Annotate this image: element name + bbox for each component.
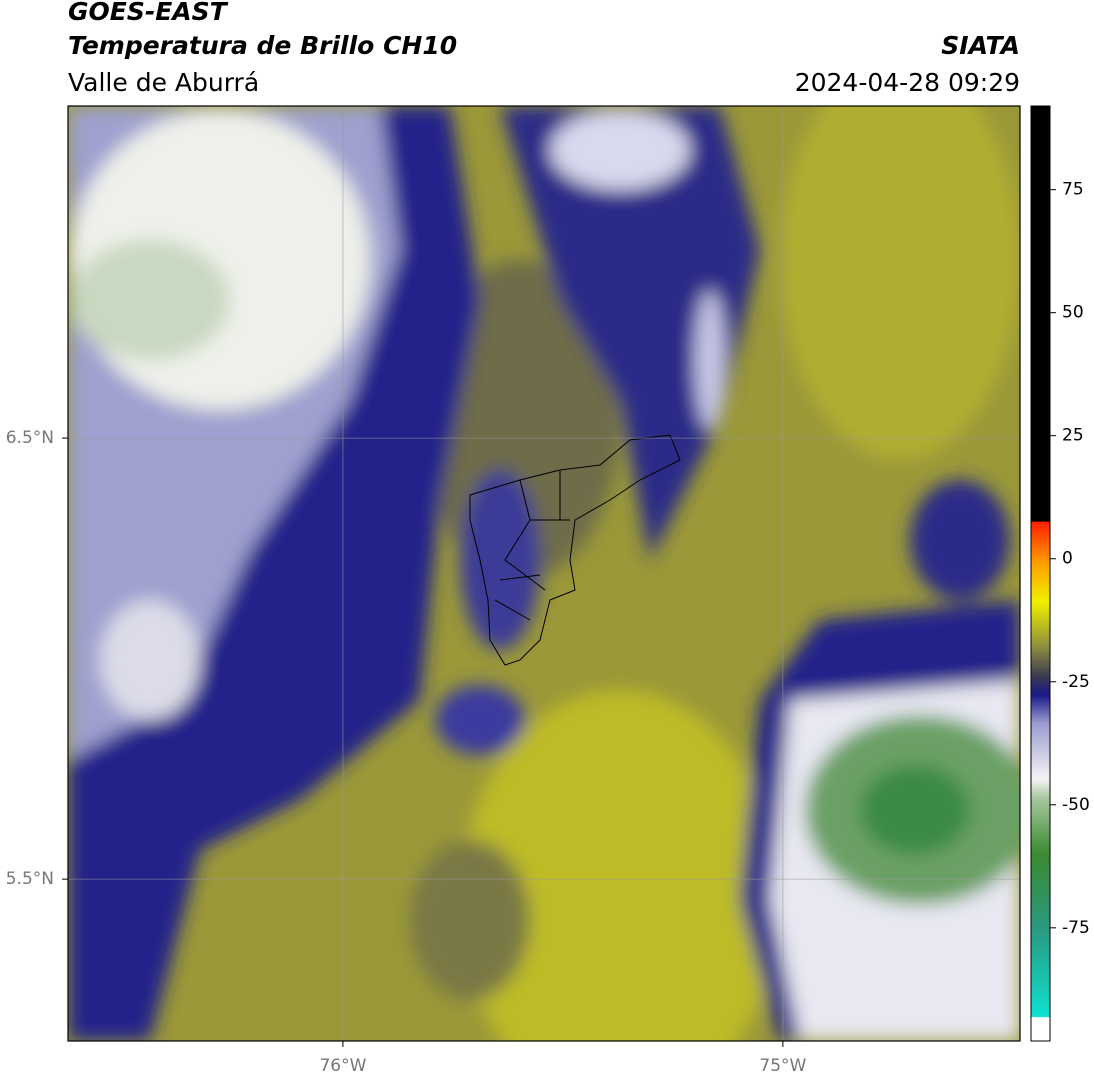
colorbar-tick-label: 0 <box>1062 549 1073 569</box>
title: GOES-EAST <box>68 0 229 26</box>
colorbar-tick-label: 50 <box>1062 303 1084 323</box>
colorbar-tick-label: 25 <box>1062 426 1084 446</box>
map-image <box>68 106 1020 1041</box>
x-tick-label: 75°W <box>759 1056 806 1076</box>
map-frame <box>67 105 1021 1042</box>
graticule <box>68 106 1020 1041</box>
source: SIATA <box>941 31 1020 60</box>
subtitle: Temperatura de Brillo CH10 <box>68 31 457 60</box>
colorbar-tick-label: -75 <box>1062 918 1090 938</box>
y-tick-label: 6.5°N <box>6 428 54 448</box>
colorbar-tick-label: -50 <box>1062 795 1090 815</box>
x-tick-label: 76°W <box>319 1056 366 1076</box>
colorbar-tick-label: -25 <box>1062 672 1090 692</box>
colorbar-tick-label: 75 <box>1062 180 1084 200</box>
colorbar <box>1030 105 1051 1042</box>
timestamp: 2024-04-28 09:29 <box>795 68 1020 97</box>
y-tick-label: 5.5°N <box>6 869 54 889</box>
region: Valle de Aburrá <box>68 68 259 97</box>
